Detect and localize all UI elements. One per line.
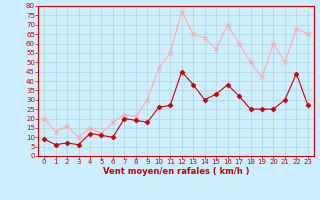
X-axis label: Vent moyen/en rafales ( km/h ): Vent moyen/en rafales ( km/h ) [103, 167, 249, 176]
